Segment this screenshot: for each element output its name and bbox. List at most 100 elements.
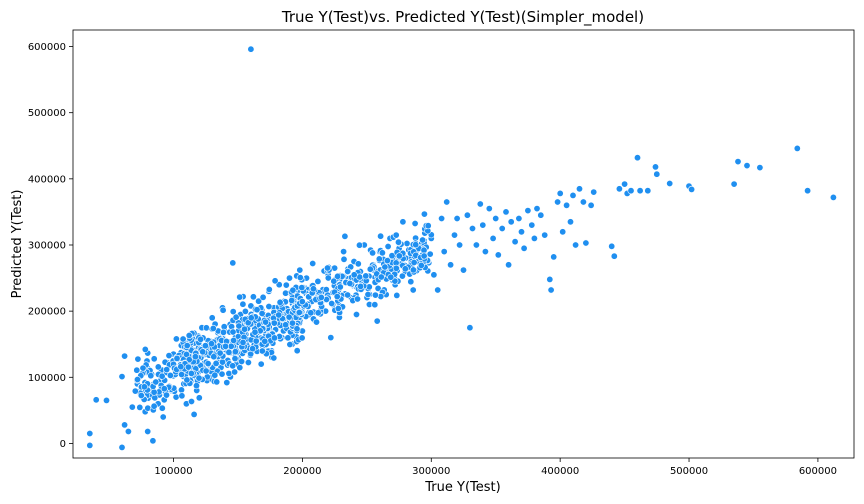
scatter-point <box>249 345 257 353</box>
scatter-point <box>183 376 191 384</box>
scatter-point <box>128 403 136 411</box>
scatter-point <box>559 228 567 236</box>
scatter-point <box>511 238 519 246</box>
scatter-point <box>383 257 391 265</box>
scatter-point <box>364 290 372 298</box>
scatter-point <box>734 158 742 166</box>
scatter-point <box>324 274 332 282</box>
scatter-point <box>328 299 336 307</box>
scatter-point <box>756 164 764 172</box>
scatter-point <box>265 285 273 293</box>
scatter-point <box>520 244 528 252</box>
scatter-point <box>204 360 212 368</box>
scatter-point <box>327 334 335 342</box>
scatter-point <box>341 232 349 240</box>
scatter-point <box>569 191 577 199</box>
scatter-point <box>314 277 322 285</box>
scatter-point <box>438 215 446 223</box>
scatter-point <box>239 300 247 308</box>
scatter-point <box>434 286 442 294</box>
scatter-point <box>144 427 152 435</box>
scatter-point <box>572 241 580 249</box>
scatter-point <box>636 187 644 195</box>
x-tick-label: 100000 <box>154 466 192 477</box>
scatter-point <box>566 218 574 226</box>
scatter-point <box>289 286 297 294</box>
scatter-point <box>158 372 166 380</box>
scatter-point <box>582 239 590 247</box>
scatter-point <box>261 337 269 345</box>
scatter-point <box>633 154 641 162</box>
scatter-point <box>547 286 555 294</box>
scatter-point <box>346 279 354 287</box>
scatter-point <box>394 238 402 246</box>
scatter-point <box>92 396 100 404</box>
scatter-point <box>296 266 304 274</box>
scatter-point <box>271 277 279 285</box>
scatter-point <box>579 198 587 206</box>
scatter-point <box>118 373 126 381</box>
scatter-point <box>165 352 173 360</box>
scatter-point <box>575 185 583 193</box>
scatter-point <box>236 293 244 301</box>
scatter-point <box>296 274 304 282</box>
scatter-point <box>270 334 278 342</box>
scatter-point <box>103 396 111 404</box>
scatter-point <box>257 360 265 368</box>
scatter-point <box>159 413 167 421</box>
scatter-point <box>651 163 659 171</box>
scatter-point <box>172 335 180 343</box>
scatter-point <box>255 297 263 305</box>
scatter-point <box>154 363 162 371</box>
scatter-point <box>251 328 259 336</box>
scatter-point <box>231 368 239 376</box>
scatter-point <box>409 266 417 274</box>
scatter-point <box>188 397 196 405</box>
scatter-point <box>377 273 385 281</box>
scatter-point <box>235 322 243 330</box>
scatter-point <box>456 241 464 249</box>
scatter-point <box>388 252 396 260</box>
scatter-point <box>392 264 400 272</box>
scatter-point <box>362 272 370 280</box>
scatter-point <box>229 259 237 267</box>
scatter-point <box>197 335 205 343</box>
scatter-point <box>208 340 216 348</box>
scatter-point <box>195 394 203 402</box>
scatter-point <box>517 228 525 236</box>
scatter-point <box>288 319 296 327</box>
scatter-point <box>330 277 338 285</box>
scatter-point <box>554 198 562 206</box>
y-axis-ticks: 0 100000 200000 300000 400000 500000 600000 <box>28 42 73 450</box>
scatter-point <box>312 318 320 326</box>
scatter-point <box>610 252 618 260</box>
scatter-point <box>524 207 532 215</box>
scatter-point <box>220 328 228 336</box>
scatter-point <box>276 298 284 306</box>
scatter-point <box>420 252 428 260</box>
chart-title: True Y(Test)vs. Predicted Y(Test)(Simple… <box>281 8 644 27</box>
scatter-point <box>282 281 290 289</box>
x-tick-label: 500000 <box>670 466 708 477</box>
scatter-point <box>185 331 193 339</box>
data-points <box>86 45 837 451</box>
scatter-point <box>644 187 652 195</box>
scatter-point <box>353 295 361 303</box>
y-tick-label: 300000 <box>28 240 66 251</box>
scatter-point <box>163 366 171 374</box>
scatter-point <box>793 144 801 152</box>
scatter-point <box>309 259 317 267</box>
scatter-point <box>131 387 139 395</box>
scatter-point <box>139 364 147 372</box>
scatter-point <box>212 359 220 367</box>
scatter-point <box>298 298 306 306</box>
scatter-point <box>409 286 417 294</box>
scatter-point <box>121 352 129 360</box>
scatter-point <box>241 307 249 315</box>
scatter-point <box>229 308 237 316</box>
scatter-point <box>489 234 497 242</box>
scatter-point <box>485 205 493 213</box>
scatter-point <box>270 319 278 327</box>
scatter-point <box>666 180 674 188</box>
scatter-point <box>424 222 432 230</box>
